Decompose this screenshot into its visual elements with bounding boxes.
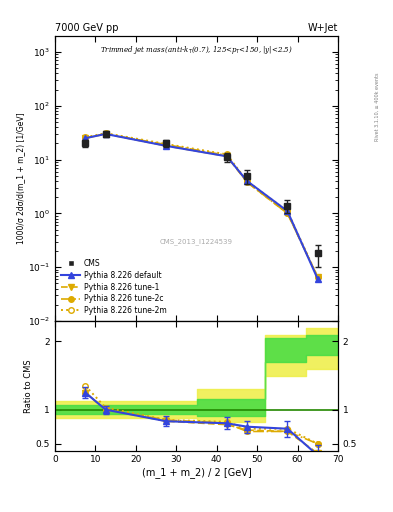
Text: Rivet 3.1.10, ≥ 400k events: Rivet 3.1.10, ≥ 400k events [375, 73, 380, 141]
Y-axis label: 1000/σ 2dσ/d(m_1 + m_2) [1/GeV]: 1000/σ 2dσ/d(m_1 + m_2) [1/GeV] [16, 113, 25, 244]
Legend: CMS, Pythia 8.226 default, Pythia 8.226 tune-1, Pythia 8.226 tune-2c, Pythia 8.2: CMS, Pythia 8.226 default, Pythia 8.226 … [59, 257, 169, 317]
Y-axis label: Ratio to CMS: Ratio to CMS [24, 359, 33, 413]
Text: W+Jet: W+Jet [308, 23, 338, 33]
X-axis label: (m_1 + m_2) / 2 [GeV]: (m_1 + m_2) / 2 [GeV] [141, 467, 252, 478]
Text: Trimmed jet mass$\,$(anti-k$_{\rm T}$(0.7), 125<p$_{\rm T}$<150, |y|<2.5): Trimmed jet mass$\,$(anti-k$_{\rm T}$(0.… [100, 45, 293, 56]
Text: 7000 GeV pp: 7000 GeV pp [55, 23, 119, 33]
Text: CMS_2013_I1224539: CMS_2013_I1224539 [160, 238, 233, 245]
